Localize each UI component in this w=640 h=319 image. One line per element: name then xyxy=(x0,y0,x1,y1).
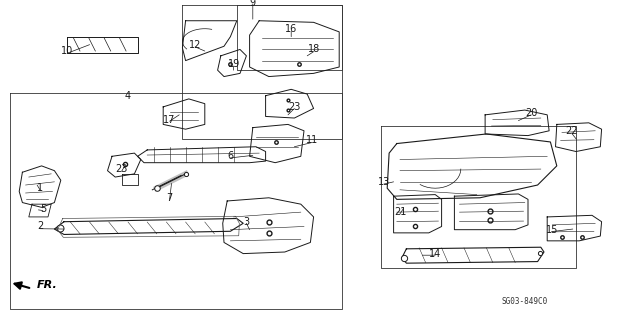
Text: 10: 10 xyxy=(61,46,74,56)
Text: 18: 18 xyxy=(307,44,320,55)
Text: FR.: FR. xyxy=(37,279,58,290)
Text: 21: 21 xyxy=(394,207,406,217)
Text: 2: 2 xyxy=(37,221,44,232)
Text: 5: 5 xyxy=(40,204,46,214)
Text: 17: 17 xyxy=(163,115,176,125)
Text: 23: 23 xyxy=(115,164,128,174)
Text: 19: 19 xyxy=(227,59,240,69)
Text: 6: 6 xyxy=(227,151,234,161)
Text: 4: 4 xyxy=(125,91,131,101)
Text: 11: 11 xyxy=(305,135,318,145)
Text: 3: 3 xyxy=(243,217,250,227)
Text: 20: 20 xyxy=(525,108,538,118)
Text: 14: 14 xyxy=(429,249,442,259)
Text: 23: 23 xyxy=(288,102,301,112)
Text: 1: 1 xyxy=(37,183,44,193)
Text: 22: 22 xyxy=(565,126,578,136)
Text: 9: 9 xyxy=(250,0,256,8)
Text: 12: 12 xyxy=(189,40,202,50)
Text: SG03-849C0: SG03-849C0 xyxy=(502,297,548,306)
Text: 16: 16 xyxy=(285,24,298,34)
Text: 15: 15 xyxy=(545,225,558,235)
Text: 7: 7 xyxy=(166,193,173,203)
Text: 13: 13 xyxy=(378,177,390,187)
